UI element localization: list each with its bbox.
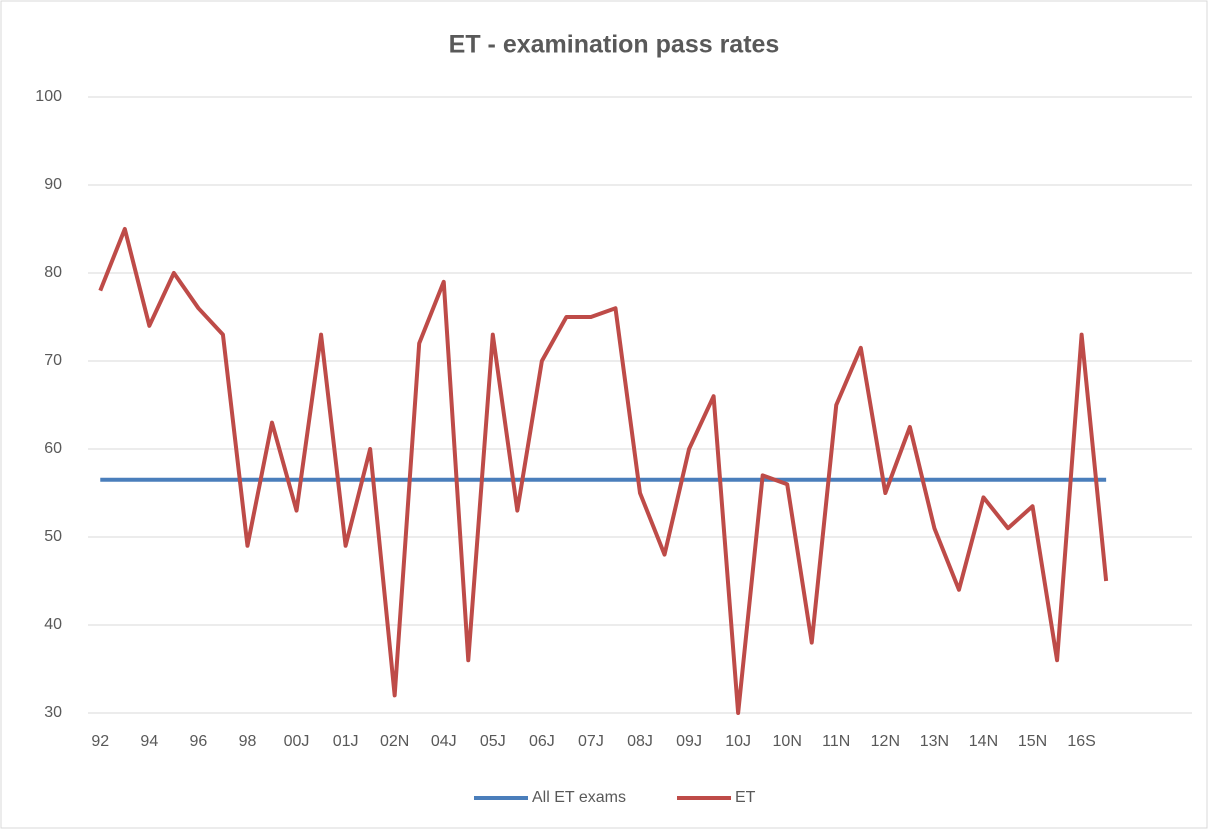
x-tick-label: 92 [91,733,109,750]
x-tick-label: 14N [969,733,998,750]
legend-label: ET [735,789,756,806]
x-tick-label: 94 [140,733,158,750]
y-tick-label: 90 [44,176,62,193]
x-tick-label: 02N [380,733,409,750]
x-tick-label: 08J [627,733,653,750]
x-tick-label: 96 [190,733,208,750]
x-tick-label: 10J [725,733,751,750]
x-tick-label: 07J [578,733,604,750]
x-tick-label: 15N [1018,733,1047,750]
x-tick-label: 13N [920,733,949,750]
x-tick-label: 01J [333,733,359,750]
y-tick-label: 80 [44,264,62,281]
series-line [98,227,1109,715]
x-tick-label: 16S [1067,733,1095,750]
legend-label: All ET exams [532,789,626,806]
y-tick-label: 70 [44,352,62,369]
y-tick-label: 100 [35,88,62,105]
y-tick-label: 40 [44,616,62,633]
x-tick-label: 00J [284,733,310,750]
x-tick-label: 09J [676,733,702,750]
x-tick-label: 98 [239,733,257,750]
x-tick-label: 10N [773,733,802,750]
x-tick-label: 04J [431,733,457,750]
y-tick-label: 30 [44,704,62,721]
x-tick-label: 12N [871,733,900,750]
y-tick-label: 60 [44,440,62,457]
y-tick-label: 50 [44,528,62,545]
x-tick-label: 11N [822,733,850,750]
x-tick-label: 06J [529,733,555,750]
x-tick-label: 05J [480,733,506,750]
chart-title: ET - examination pass rates [449,31,780,59]
